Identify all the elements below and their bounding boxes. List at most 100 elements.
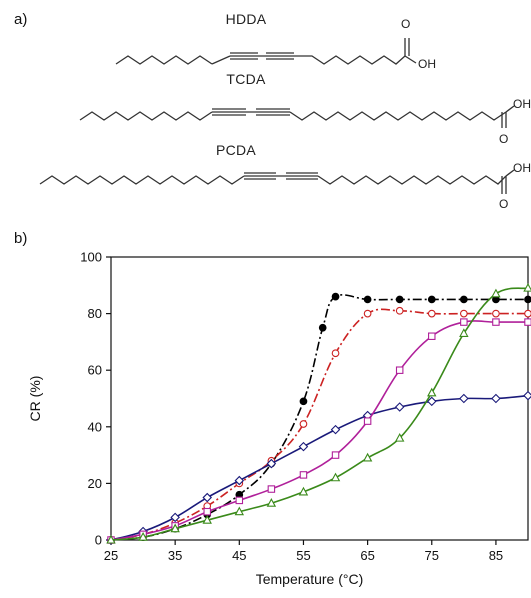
series-5-point	[459, 328, 469, 337]
y-axis-label: CR (%)	[27, 376, 43, 422]
y-tick-label: 0	[95, 533, 102, 548]
series-5-point	[170, 523, 180, 533]
series-4-point	[460, 318, 468, 326]
series-1-point	[318, 323, 327, 332]
pcda-acid-chain	[317, 175, 507, 185]
series-5-point	[266, 498, 277, 507]
series-4-point	[363, 417, 372, 425]
series-3-point	[523, 390, 531, 401]
tcda-alkyl-chain	[79, 111, 213, 121]
series-1-point	[395, 295, 404, 304]
series-5-point	[106, 534, 116, 544]
series-3-point	[266, 458, 277, 469]
x-tick-label: 55	[296, 548, 310, 563]
series-2-line	[110, 308, 528, 541]
tcda-hydroxyl: OH	[513, 97, 531, 111]
hdda-diyne	[230, 52, 294, 60]
x-tick-label: 85	[489, 548, 503, 563]
x-tick-label: 35	[168, 548, 182, 563]
molecule-name-tcda: TCDA	[226, 71, 266, 87]
series-4-point	[428, 332, 436, 340]
y-tick-label: 20	[88, 476, 102, 491]
x-axis-label: Temperature (°C)	[256, 571, 364, 587]
tcda-acid-chain	[289, 111, 507, 121]
panel-b-label: b)	[14, 230, 27, 247]
series-5-line	[110, 287, 529, 541]
x-tick-label: 65	[360, 548, 374, 563]
series-4-point	[235, 496, 244, 505]
series-5-point	[234, 506, 245, 516]
series-2-point	[299, 420, 308, 428]
series-1-point	[299, 397, 308, 406]
pcda-hydroxyl: OH	[513, 161, 531, 175]
y-tick-label: 100	[80, 250, 102, 265]
chart-axes: 0 20 40 60 80 100 25 35 45 55 65 75 85	[80, 250, 529, 563]
molecule-hdda: HDDA O OH	[115, 11, 436, 71]
hdda-bond	[211, 55, 231, 65]
series-3	[106, 390, 531, 545]
series-5-point	[202, 515, 212, 524]
y-tick-label: 40	[88, 419, 102, 434]
series-3-point	[330, 424, 341, 435]
x-tick-label: 75	[425, 548, 439, 563]
pcda-alkyl-chain	[39, 175, 245, 185]
series-1-point	[427, 295, 436, 304]
series-2-point	[459, 309, 468, 318]
x-tick-label: 45	[232, 548, 246, 563]
series-2-point	[427, 309, 436, 318]
series-3-point	[202, 492, 213, 503]
series-1-point	[363, 295, 372, 304]
hdda-oxygen: O	[401, 17, 410, 31]
series-5-point	[427, 387, 437, 397]
series-3-point	[170, 512, 180, 523]
series-3-point	[298, 441, 309, 452]
pcda-diyne	[244, 172, 318, 180]
series-1-point	[459, 295, 468, 304]
series-4-point	[267, 485, 276, 493]
hdda-alkyl-chain	[115, 55, 213, 65]
series-3-point	[234, 475, 245, 486]
series-5	[106, 282, 531, 544]
series-2-point	[363, 309, 372, 318]
series-2-point	[331, 349, 340, 358]
tcda-diyne	[212, 108, 290, 116]
series-5-point	[523, 282, 531, 292]
y-tick-label: 60	[88, 363, 102, 378]
series-4-point	[395, 366, 404, 374]
series-3-point	[394, 402, 405, 412]
series-4-point	[331, 451, 340, 459]
series-1	[107, 292, 531, 544]
panel-a-label: a)	[14, 11, 27, 28]
series-4-point	[203, 507, 211, 516]
series-5-point	[298, 486, 309, 496]
series-3-point	[491, 393, 501, 404]
series-3-point	[426, 396, 437, 407]
chart-series	[106, 282, 531, 545]
series-5-point	[330, 472, 341, 482]
molecule-tcda: TCDA O OH	[79, 71, 531, 146]
series-5-point	[362, 452, 373, 462]
series-5-point	[138, 532, 148, 541]
series-4-point	[524, 318, 531, 326]
series-2-point	[492, 309, 500, 318]
molecule-name-pcda: PCDA	[216, 142, 256, 158]
series-4-line	[110, 320, 528, 541]
series-5-point	[394, 432, 405, 442]
series-2-point	[395, 306, 404, 315]
series-4-point	[492, 318, 500, 326]
series-4	[107, 318, 531, 544]
molecule-name-hdda: HDDA	[226, 11, 267, 27]
x-tick-label: 25	[104, 548, 118, 563]
tcda-oxygen: O	[499, 132, 508, 146]
series-3-point	[459, 393, 469, 404]
series-1-point	[331, 292, 340, 301]
pcda-oxygen: O	[499, 197, 508, 211]
series-1-point	[524, 295, 531, 304]
hdda-acid-chain	[294, 55, 406, 65]
series-5-point	[491, 288, 501, 298]
y-tick-label: 80	[88, 306, 102, 321]
cr-temperature-chart: 0 20 40 60 80 100 25 35 45 55 65 75 85 CR (%) Temper…	[27, 250, 531, 587]
molecule-pcda: PCDA O OH	[39, 142, 531, 211]
hdda-hydroxyl: OH	[418, 57, 436, 71]
